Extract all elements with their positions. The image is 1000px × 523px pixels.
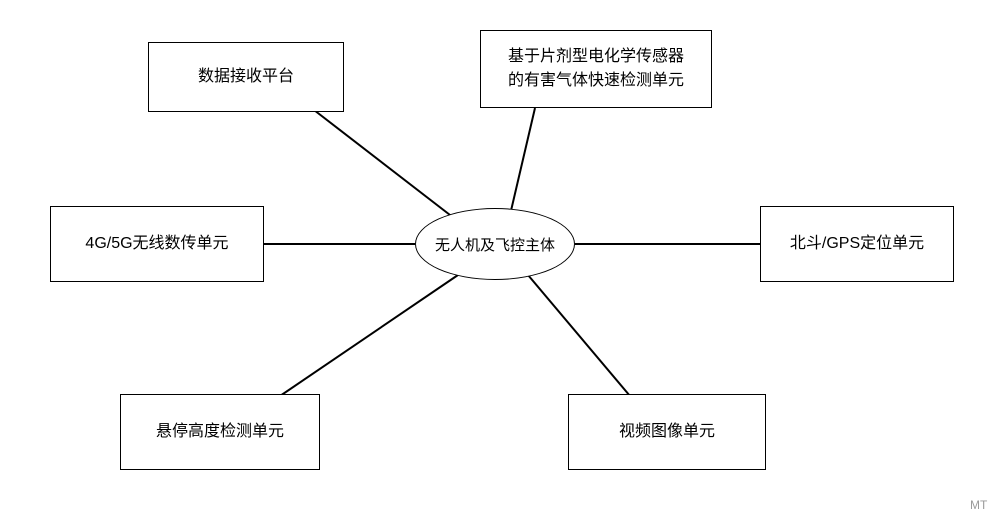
node-box: 北斗/GPS定位单元 xyxy=(760,206,954,282)
watermark-text: MT xyxy=(970,498,987,512)
watermark: MT xyxy=(970,498,987,512)
node-label: 4G/5G无线数传单元 xyxy=(85,232,228,256)
node-label: 视频图像单元 xyxy=(619,420,715,444)
center-node: 无人机及飞控主体 xyxy=(415,208,575,280)
node-box: 4G/5G无线数传单元 xyxy=(50,206,264,282)
node-box: 数据接收平台 xyxy=(148,42,344,112)
diagram-canvas: 无人机及飞控主体 MT 数据接收平台 基于片剂型电化学传感器 的有害气体快速检测单… xyxy=(0,0,1000,523)
edge xyxy=(314,110,450,215)
node-label: 数据接收平台 xyxy=(198,65,294,89)
node-label: 悬停高度检测单元 xyxy=(156,420,284,444)
node-box: 基于片剂型电化学传感器 的有害气体快速检测单元 xyxy=(480,30,712,108)
edge xyxy=(280,275,458,396)
edge xyxy=(510,108,535,215)
edge xyxy=(528,275,630,396)
node-box: 悬停高度检测单元 xyxy=(120,394,320,470)
center-node-label: 无人机及飞控主体 xyxy=(435,234,555,255)
node-box: 视频图像单元 xyxy=(568,394,766,470)
node-label: 北斗/GPS定位单元 xyxy=(790,232,924,256)
node-label: 基于片剂型电化学传感器 的有害气体快速检测单元 xyxy=(508,45,684,93)
